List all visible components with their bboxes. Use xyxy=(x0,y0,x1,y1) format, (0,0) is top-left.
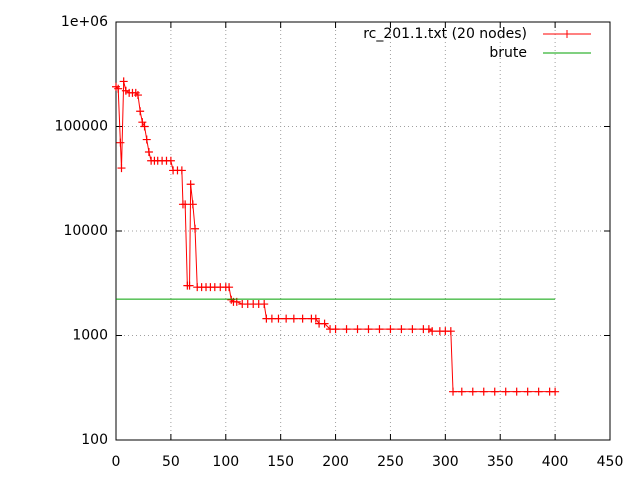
point-marker xyxy=(142,135,151,144)
point-marker xyxy=(289,314,298,323)
point-marker xyxy=(116,138,125,147)
point-marker xyxy=(185,281,194,290)
point-marker xyxy=(364,325,373,334)
point-marker xyxy=(320,319,329,328)
x-tick-label: 200 xyxy=(322,454,349,470)
point-marker xyxy=(298,314,307,323)
point-marker xyxy=(551,387,560,396)
x-tick-label: 50 xyxy=(162,454,180,470)
point-marker xyxy=(274,314,283,323)
point-marker xyxy=(353,325,362,334)
point-marker xyxy=(512,387,521,396)
point-marker xyxy=(119,77,128,86)
x-tick-label: 300 xyxy=(432,454,459,470)
y-tick-label: 1000 xyxy=(72,328,108,344)
point-marker xyxy=(428,327,437,336)
point-marker xyxy=(342,325,351,334)
point-marker xyxy=(479,387,488,396)
y-tick-label: 10000 xyxy=(63,223,108,239)
y-tick-label: 100 xyxy=(81,432,108,448)
point-marker xyxy=(133,91,142,100)
point-marker xyxy=(375,325,384,334)
plot-border xyxy=(115,21,611,441)
y-tick-label: 100000 xyxy=(55,119,108,135)
point-marker xyxy=(468,387,477,396)
point-marker xyxy=(386,325,395,334)
point-marker xyxy=(523,387,532,396)
x-tick-label: 100 xyxy=(212,454,239,470)
x-tick-label: 450 xyxy=(597,454,624,470)
point-marker xyxy=(112,82,120,91)
legend-label: brute xyxy=(489,45,527,61)
point-marker xyxy=(260,300,269,309)
point-marker xyxy=(534,387,543,396)
point-marker xyxy=(282,314,291,323)
point-marker xyxy=(311,314,320,323)
point-marker xyxy=(408,325,417,334)
point-marker xyxy=(397,325,406,334)
point-marker xyxy=(449,387,458,396)
point-marker xyxy=(144,148,153,157)
x-tick-label: 400 xyxy=(542,454,569,470)
point-marker xyxy=(188,200,197,209)
point-marker xyxy=(114,84,123,93)
point-marker xyxy=(225,283,234,292)
point-marker xyxy=(501,387,510,396)
point-marker xyxy=(136,107,145,116)
point-marker xyxy=(227,295,236,304)
point-marker xyxy=(166,156,175,165)
x-tick-label: 350 xyxy=(487,454,514,470)
point-marker xyxy=(424,325,433,334)
x-tick-label: 0 xyxy=(112,454,121,470)
point-marker xyxy=(117,164,126,173)
legend-label: rc_201.1.txt (20 nodes) xyxy=(363,26,527,42)
point-marker xyxy=(331,325,340,334)
x-tick-label: 250 xyxy=(377,454,404,470)
point-marker xyxy=(457,387,466,396)
point-marker xyxy=(490,387,499,396)
point-marker xyxy=(446,327,455,336)
point-marker xyxy=(140,122,149,131)
point-marker xyxy=(186,180,195,189)
point-marker xyxy=(138,118,147,127)
legend-marker xyxy=(563,30,571,38)
point-marker xyxy=(177,166,186,175)
line-series xyxy=(115,81,556,393)
point-marker xyxy=(181,200,190,209)
y-tick-label: 1e+06 xyxy=(61,14,108,30)
x-tick-label: 150 xyxy=(267,454,294,470)
point-marker xyxy=(191,224,200,233)
